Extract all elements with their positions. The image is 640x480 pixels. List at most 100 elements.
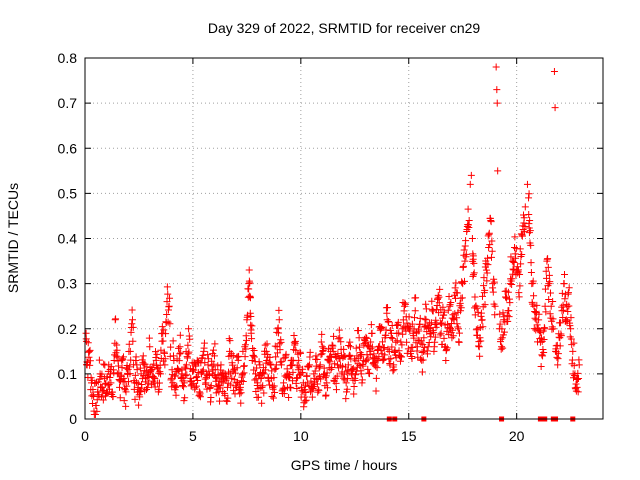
data-point <box>266 381 274 389</box>
data-point <box>86 357 94 365</box>
data-point <box>93 407 101 415</box>
data-point <box>213 385 221 393</box>
data-point <box>163 283 171 291</box>
data-point <box>123 382 131 390</box>
data-point <box>373 364 381 372</box>
data-point <box>183 371 191 379</box>
data-point <box>456 299 464 307</box>
data-point <box>271 365 279 373</box>
data-point <box>343 368 351 376</box>
data-point <box>567 314 575 322</box>
data-point <box>493 86 501 94</box>
data-point <box>313 356 321 364</box>
data-point <box>471 293 479 301</box>
data-point <box>162 319 170 327</box>
data-point <box>327 347 335 355</box>
data-point <box>175 357 183 365</box>
data-point <box>268 392 276 400</box>
data-point <box>419 356 427 364</box>
data-point <box>572 380 580 388</box>
data-point <box>531 308 539 316</box>
data-point <box>341 376 349 384</box>
data-point <box>261 341 269 349</box>
data-point <box>249 351 257 359</box>
data-point <box>331 360 339 368</box>
data-point <box>224 394 232 402</box>
data-point <box>308 393 316 401</box>
data-point <box>491 311 499 319</box>
data-point <box>137 388 145 396</box>
data-point <box>487 253 495 261</box>
data-point <box>370 350 378 358</box>
data-point <box>410 334 418 342</box>
data-point <box>440 308 448 316</box>
data-point <box>474 308 482 316</box>
data-point <box>544 255 552 263</box>
data-point <box>473 304 481 312</box>
data-point <box>333 372 341 380</box>
data-point <box>177 349 185 357</box>
data-point <box>119 353 127 361</box>
data-point <box>255 358 263 366</box>
data-point <box>125 347 133 355</box>
data-point <box>270 382 278 390</box>
data-point <box>421 343 429 351</box>
data-point <box>97 384 105 392</box>
data-point <box>462 250 470 258</box>
data-point <box>289 357 297 365</box>
data-point <box>185 348 193 356</box>
data-point <box>386 326 394 334</box>
y-tick-label: 0.7 <box>58 95 78 111</box>
data-point <box>164 290 172 298</box>
data-point <box>196 393 204 401</box>
data-point <box>570 362 578 370</box>
data-point <box>564 290 572 298</box>
data-point <box>287 384 295 392</box>
data-point <box>489 288 497 296</box>
data-point <box>482 266 490 274</box>
data-point <box>118 356 126 364</box>
data-point <box>160 349 168 357</box>
y-tick-label: 0.4 <box>58 231 78 247</box>
data-point <box>442 356 450 364</box>
data-point <box>397 338 405 346</box>
data-point <box>319 371 327 379</box>
data-point <box>564 307 572 315</box>
data-point <box>296 349 304 357</box>
data-point <box>217 366 225 374</box>
data-point <box>480 274 488 282</box>
data-point <box>311 374 319 382</box>
data-point <box>500 328 508 336</box>
data-point <box>505 307 513 315</box>
data-point <box>93 396 101 404</box>
data-point <box>118 364 126 372</box>
data-point <box>150 360 158 368</box>
data-point <box>152 354 160 362</box>
data-point <box>525 211 533 219</box>
data-point <box>185 325 193 333</box>
y-tick-label: 0.8 <box>58 50 78 66</box>
data-point <box>166 352 174 360</box>
data-point <box>470 269 478 277</box>
data-point <box>242 345 250 353</box>
data-point <box>212 389 220 397</box>
data-point <box>207 382 215 390</box>
data-point <box>497 335 505 343</box>
data-point <box>275 306 283 314</box>
data-point <box>167 376 175 384</box>
data-point <box>526 216 534 224</box>
data-point <box>423 328 431 336</box>
data-point <box>402 300 410 308</box>
data-point <box>329 342 337 350</box>
data-point <box>366 370 374 378</box>
data-point <box>436 285 444 293</box>
data-point <box>444 306 452 314</box>
data-point <box>454 308 462 316</box>
data-point <box>216 397 224 405</box>
data-point <box>129 337 137 345</box>
data-point <box>372 387 380 395</box>
data-point <box>405 313 413 321</box>
y-tick-label: 0 <box>69 411 77 427</box>
data-point <box>138 356 146 364</box>
data-point <box>512 254 520 262</box>
